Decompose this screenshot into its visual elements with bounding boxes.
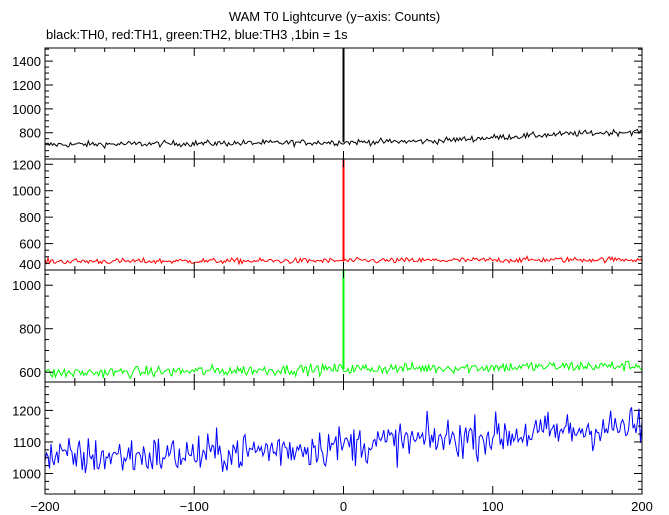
x-tick-label: −200 [30, 499, 59, 514]
panel-th3: 1000 1100 1200 [12, 381, 643, 495]
y-tick-label: 1400 [12, 54, 41, 69]
panel-th2: 600 800 1000 [12, 269, 643, 383]
panel-th1: 400 600 800 1000 1200 [12, 157, 643, 272]
y-tick-label: 400 [19, 257, 41, 272]
y-tick-label: 800 [19, 210, 41, 225]
y-tick-label: 1200 [12, 403, 41, 418]
y-tick-label: 1200 [12, 78, 41, 93]
y-tick-label: 600 [19, 365, 41, 380]
panel-th0: 800 1000 1200 1400 [12, 47, 643, 160]
x-tick-label: 200 [631, 499, 653, 514]
y-tick-label: 1000 [12, 184, 41, 199]
y-tick-label: 600 [19, 237, 41, 252]
y-tick-label: 800 [19, 126, 41, 141]
y-tick-label: 1100 [13, 435, 41, 450]
chart-subtitle: black:TH0, red:TH1, green:TH2, blue:TH3 … [46, 27, 348, 42]
y-tick-label: 1000 [12, 466, 41, 481]
chart-title: WAM T0 Lightcurve (y−axis: Counts) [228, 9, 441, 24]
x-tick-label: −100 [180, 499, 209, 514]
series-line-th3 [44, 407, 643, 474]
x-tick-label: 100 [482, 499, 504, 514]
y-tick-label: 1000 [12, 278, 41, 293]
x-tick-label: 0 [340, 499, 347, 514]
y-tick-label: 800 [19, 322, 41, 337]
series-line-th1 [44, 255, 643, 266]
y-tick-label: 1000 [12, 102, 41, 117]
series-line-th2 [44, 360, 643, 380]
panel-frame [44, 381, 643, 495]
y-tick-label: 1200 [12, 157, 41, 172]
series-line-th0 [44, 128, 643, 150]
